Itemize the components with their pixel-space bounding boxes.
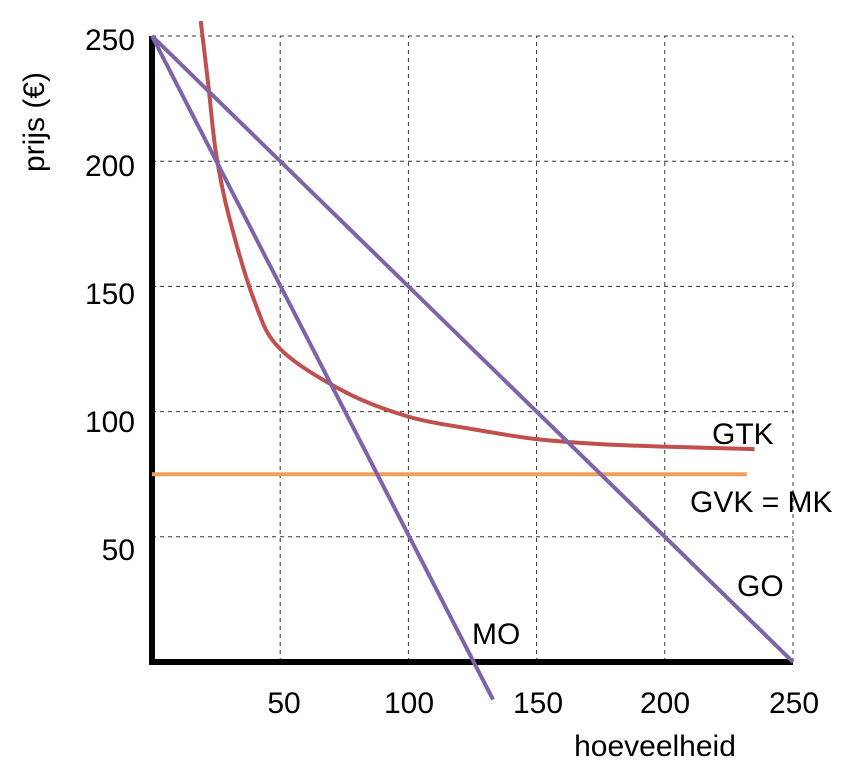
y-tick-label: 100 [85,406,135,439]
x-tick-label: 150 [513,687,563,720]
grid-layer [152,35,794,662]
y-tick-label: 250 [85,24,135,57]
series-layer [150,20,795,701]
series-labels: GTK GVK = MK GO MO [472,418,833,651]
go-label: GO [737,570,784,603]
x-tick-label: 200 [640,687,690,720]
mo-label: MO [472,618,520,651]
y-tick-labels: 50 100 150 200 250 [85,24,135,567]
go-line [150,34,795,664]
gvk-mk-label: GVK = MK [690,486,833,519]
gtk-label: GTK [712,418,774,451]
y-axis-title: prijs (€) [18,72,51,172]
x-tick-labels: 50 100 150 200 250 [267,687,819,720]
mo-line [150,35,495,701]
x-tick-label: 250 [769,687,819,720]
y-tick-label: 150 [85,278,135,311]
gtk-curve [198,20,755,452]
y-tick-label: 50 [102,534,135,567]
x-axis-title: hoeveelheid [574,730,736,763]
y-tick-label: 200 [85,150,135,183]
x-tick-label: 50 [267,687,300,720]
x-tick-label: 100 [384,687,434,720]
